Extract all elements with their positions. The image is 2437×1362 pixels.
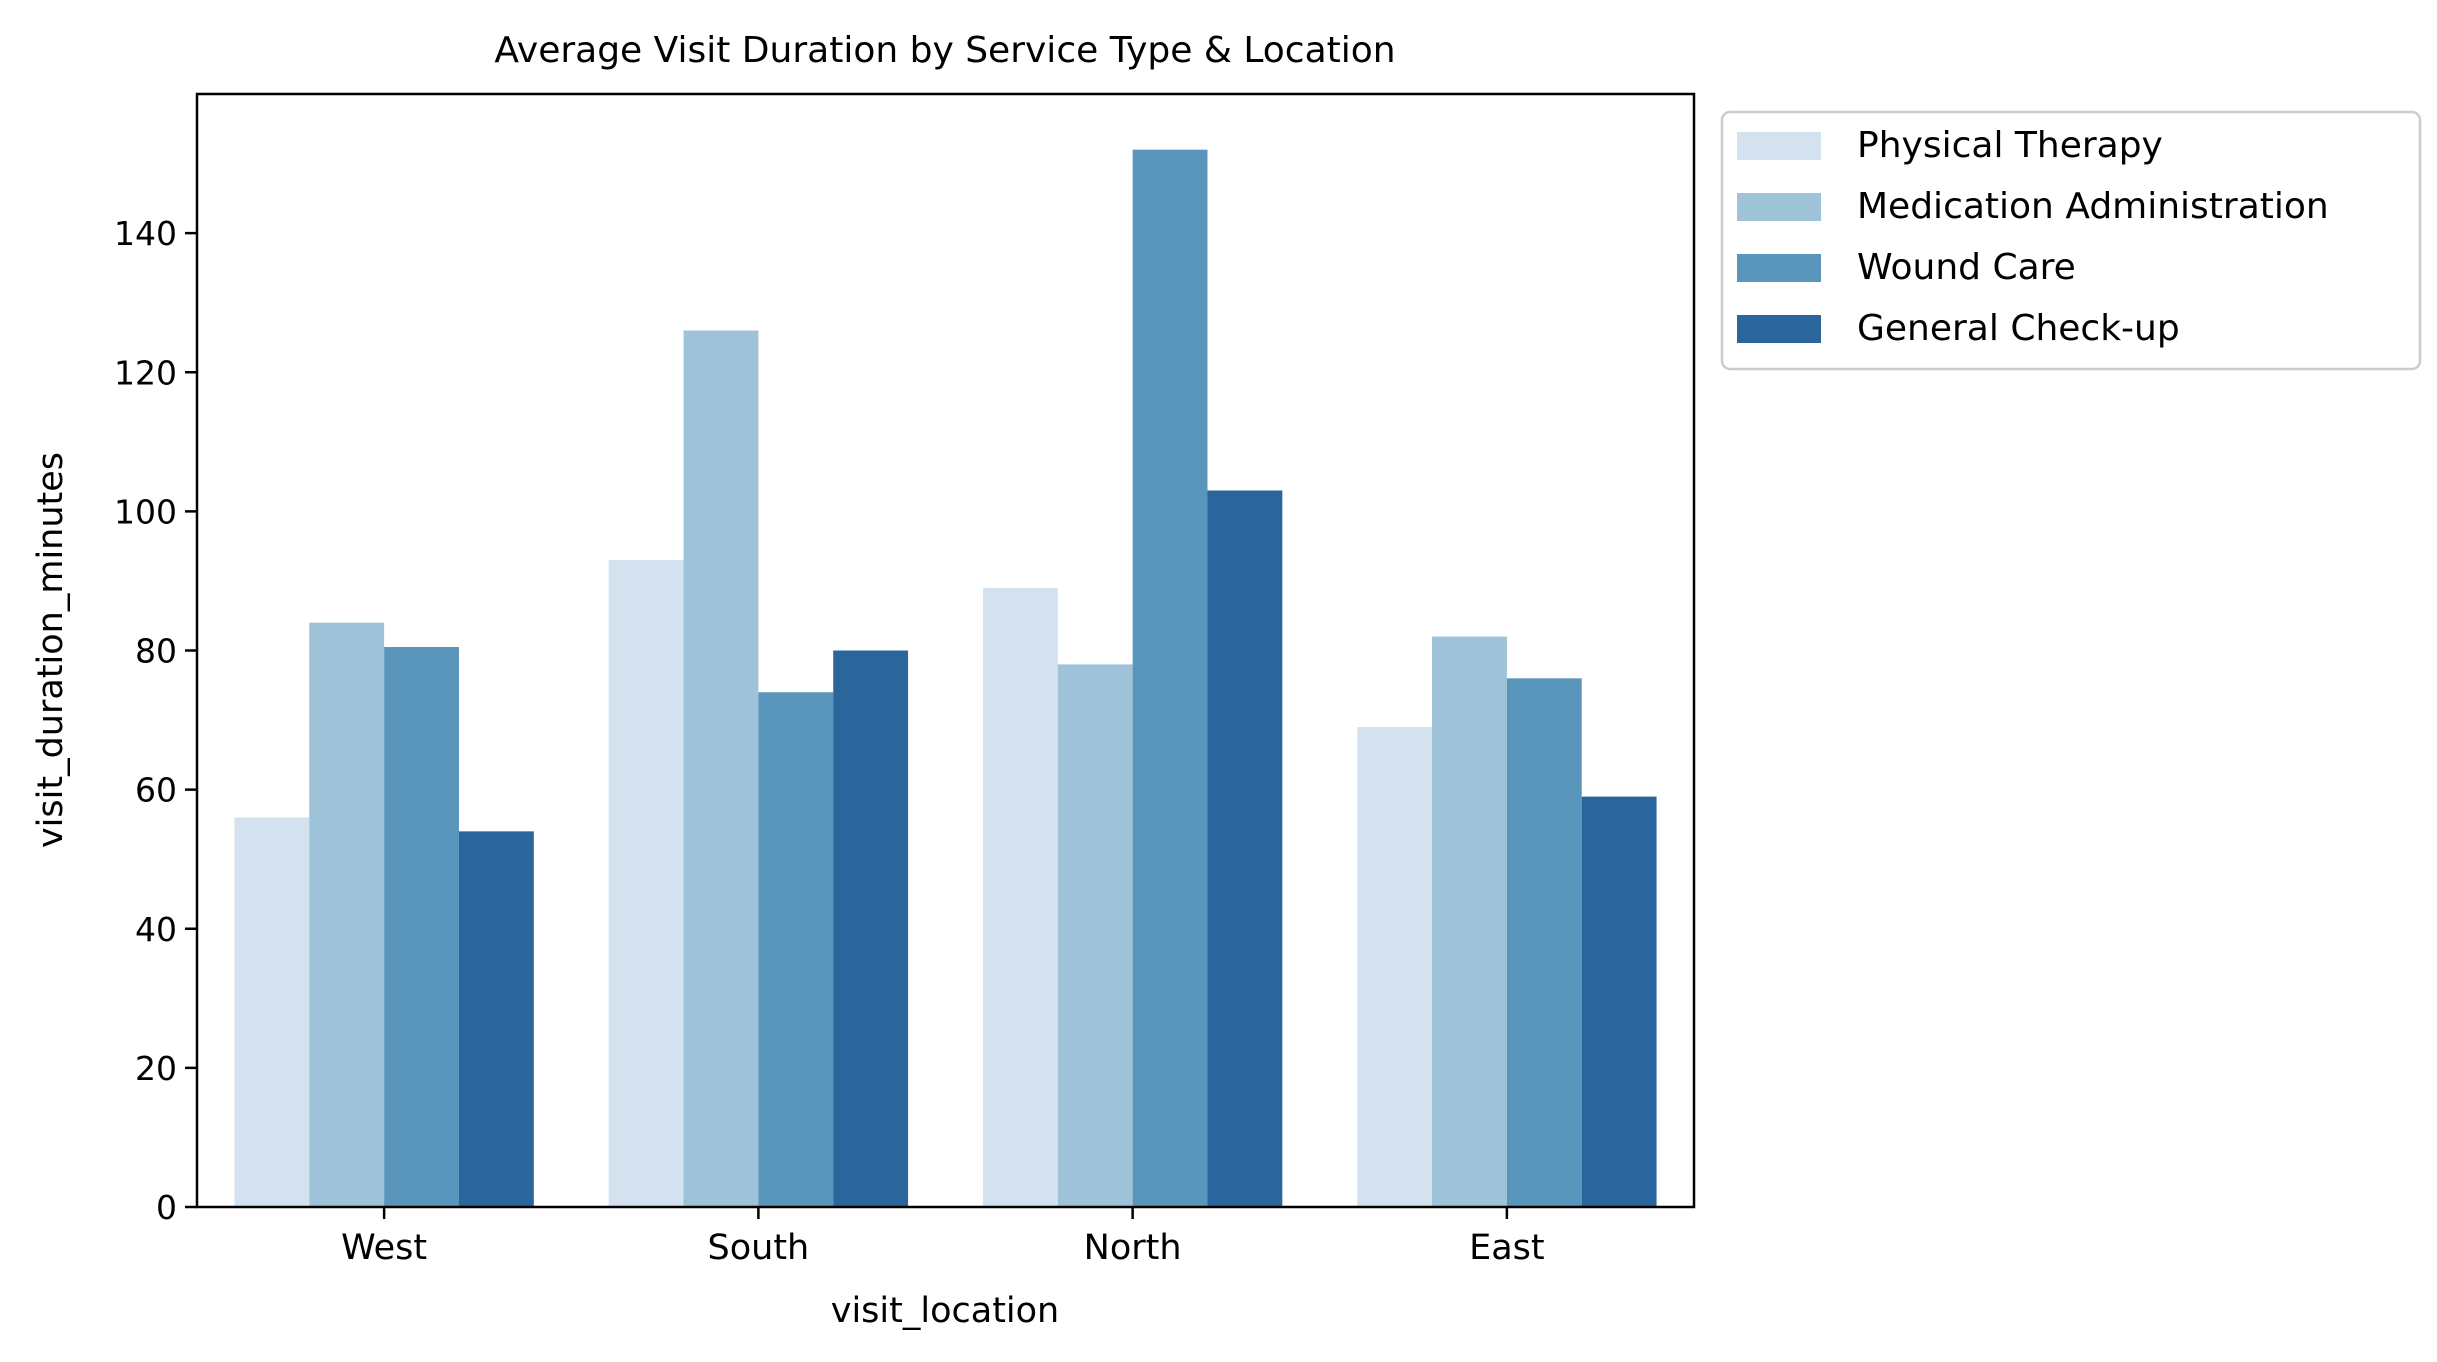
- bar: [1207, 490, 1283, 1207]
- bar: [458, 831, 534, 1207]
- x-tick-label: West: [341, 1228, 427, 1268]
- legend-label: General Check-up: [1857, 308, 2180, 349]
- bars-layer: [234, 149, 1657, 1207]
- bar: [1432, 636, 1507, 1207]
- chart-title: Average Visit Duration by Service Type &…: [494, 30, 1395, 71]
- bar: [1132, 149, 1208, 1207]
- legend-swatch: [1737, 132, 1821, 160]
- bar: [758, 692, 834, 1207]
- y-tick-label: 0: [156, 1188, 177, 1227]
- y-tick-label: 60: [135, 771, 177, 810]
- bar: [1581, 796, 1657, 1207]
- legend-label: Wound Care: [1857, 247, 2076, 288]
- y-tick-label: 120: [114, 353, 177, 392]
- bar: [982, 587, 1058, 1207]
- bar: [384, 647, 459, 1207]
- bar: [1057, 664, 1133, 1207]
- y-axis-label: visit_duration_minutes: [31, 452, 71, 848]
- bar: [833, 650, 909, 1207]
- y-tick-label: 140: [114, 214, 177, 253]
- legend-swatch: [1737, 193, 1821, 221]
- y-tick-label: 20: [135, 1049, 177, 1088]
- y-axis: 0 20 40 60 80 100 120 140: [114, 214, 197, 1227]
- legend-frame: [1720, 110, 2422, 371]
- y-tick-label: 100: [114, 492, 177, 531]
- x-tick-label: East: [1469, 1228, 1545, 1268]
- bar: [309, 622, 385, 1207]
- y-tick-label: 80: [135, 632, 177, 671]
- bar: [234, 817, 310, 1207]
- x-tick-label: South: [708, 1228, 810, 1268]
- legend-label: Medication Administration: [1857, 186, 2329, 227]
- legend-swatch: [1737, 254, 1821, 282]
- plot-frame: [195, 92, 1696, 1209]
- legend-label: Physical Therapy: [1857, 125, 2163, 166]
- bar: [683, 330, 759, 1207]
- bar: [1357, 727, 1433, 1207]
- bar: [1506, 678, 1582, 1207]
- legend: Physical Therapy Medication Administratio…: [1720, 110, 2422, 371]
- x-axis-label: visit_location: [831, 1291, 1060, 1331]
- legend-items: Physical Therapy Medication Administratio…: [1737, 125, 2329, 349]
- x-axis: West South North East: [341, 1207, 1545, 1268]
- bar: [608, 560, 684, 1207]
- x-tick-label: North: [1084, 1228, 1182, 1268]
- y-tick-label: 40: [135, 910, 177, 949]
- legend-swatch: [1737, 315, 1821, 343]
